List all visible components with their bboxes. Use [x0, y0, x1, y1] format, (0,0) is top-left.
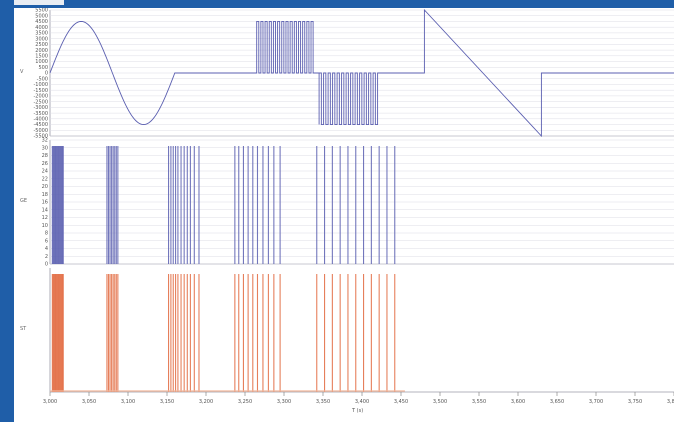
oscilloscope-chart: 5500500045004000350030002500200015001000…	[14, 8, 674, 422]
x-tick-label: 3,150	[160, 399, 174, 405]
digital-state-lines	[50, 274, 405, 392]
x-tick-label: 3,550	[472, 399, 486, 405]
x-tick-label: 3,750	[628, 399, 642, 405]
y-tick-label: 32	[42, 138, 48, 144]
y-tick-label: 28	[42, 153, 48, 159]
x-tick-label: 3,100	[121, 399, 135, 405]
y-tick-label: 30	[42, 145, 48, 151]
x-tick-label: 3,400	[355, 399, 369, 405]
grid-layer: 5500500045004000350030002500200015001000…	[33, 8, 674, 392]
analog-y-axis-label: V	[20, 69, 24, 75]
x-tick-label: 3,350	[316, 399, 330, 405]
x-tick-label: 3,250	[238, 399, 252, 405]
y-tick-label: 16	[42, 200, 48, 206]
x-tick-label: 3,200	[199, 399, 213, 405]
x-tick-label: 3,000	[43, 399, 57, 405]
x-tick-label: 3,650	[550, 399, 564, 405]
x-tick-label: 3,600	[511, 399, 525, 405]
digital-value-lines	[52, 146, 394, 264]
x-tick-label: 3,300	[277, 399, 291, 405]
chart-panel: 5500 5000 4500 4000 3500 3000 2500 2000 1500 1000…	[14, 8, 674, 422]
state-y-axis-label: ST	[20, 326, 27, 332]
x-tick-label: 3,450	[394, 399, 408, 405]
y-tick-label: 12	[42, 215, 48, 221]
y-tick-label: 4	[45, 246, 48, 252]
y-tick-label: 14	[42, 207, 48, 213]
title-strip	[14, 0, 64, 5]
x-tick-label: 3,500	[433, 399, 447, 405]
y-tick-label: 0	[45, 262, 48, 268]
y-tick-label: 26	[42, 161, 48, 167]
y-tick-label: 18	[42, 192, 48, 198]
x-tick-label: 3,700	[589, 399, 603, 405]
digital-y-axis-label: GE	[20, 198, 27, 204]
x-tick-label: 3,050	[82, 399, 96, 405]
x-axis-label: T (s)	[351, 408, 363, 414]
y-tick-label: 6	[45, 238, 48, 244]
y-tick-label: 22	[42, 176, 48, 182]
y-tick-label: 10	[42, 223, 48, 229]
y-tick-label: 8	[45, 231, 48, 237]
y-tick-label: 20	[42, 184, 48, 190]
y-tick-label: 24	[42, 169, 48, 175]
x-tick-label: 3,800	[667, 399, 674, 405]
y-tick-label: 2	[45, 254, 48, 260]
